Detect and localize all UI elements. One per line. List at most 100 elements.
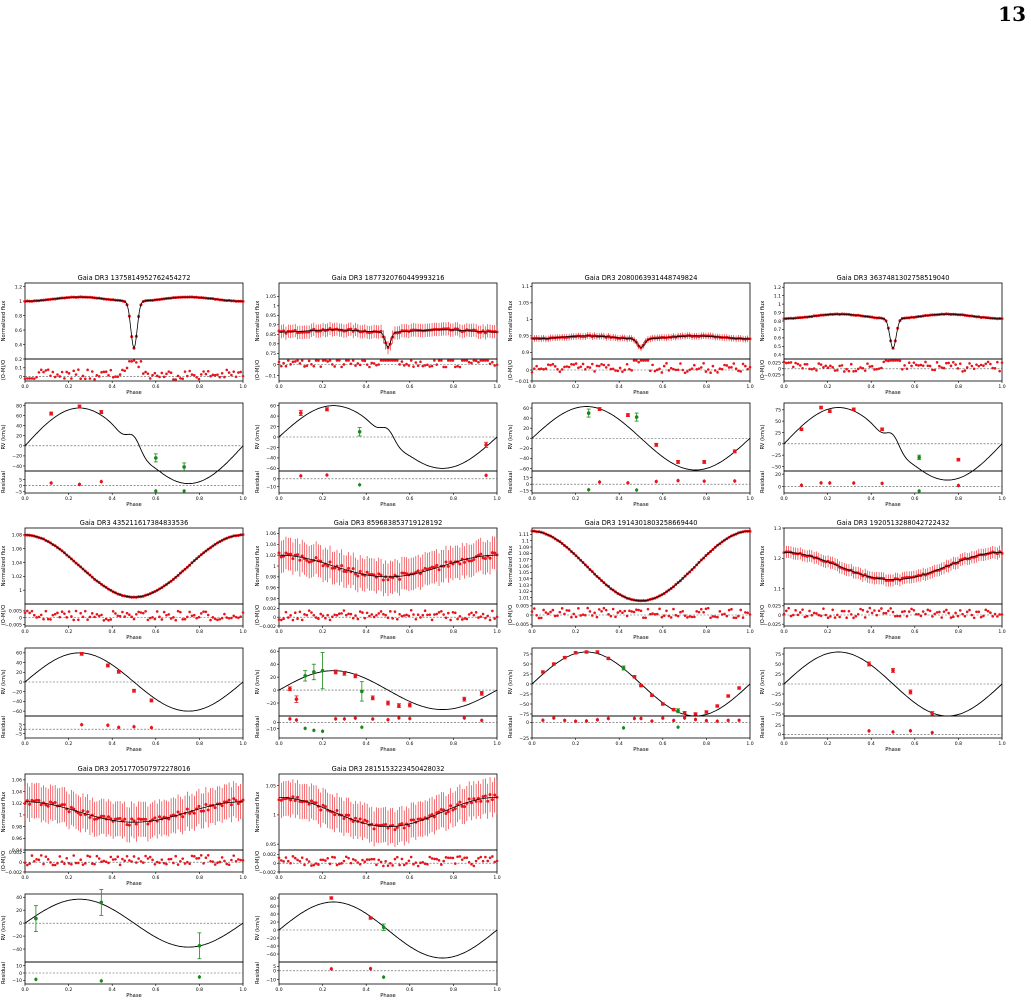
flux-residual-point: [289, 363, 292, 366]
y-tick-label: 0: [778, 732, 781, 738]
rv-xlabel: Phase: [633, 502, 649, 508]
flux-residual-point: [863, 369, 867, 372]
flux-residual-point: [1000, 361, 1004, 364]
y-tick-label: 1.02: [266, 553, 276, 559]
flux-point: [437, 568, 441, 572]
flux-point: [37, 799, 41, 803]
flux-residual-point: [32, 859, 36, 863]
flux-residual-point: [493, 617, 496, 620]
y-tick-label: 5: [19, 723, 22, 729]
flux-residual-point: [785, 609, 788, 613]
rv-residual-point: [99, 479, 103, 484]
flux-residual-point: [782, 360, 786, 364]
flux-residual-point: [42, 370, 45, 374]
flux-residual-point: [849, 362, 853, 366]
rv-residual-point: [676, 725, 680, 729]
flux-residual-point: [648, 612, 652, 616]
flux-residual-point: [72, 854, 76, 857]
flux-residual-point: [653, 613, 657, 616]
flux-residual-point: [412, 862, 415, 866]
flux-residual-point: [630, 369, 634, 372]
flux-residual-point: [549, 610, 552, 614]
flux-residual-point: [230, 373, 233, 377]
flux-point: [463, 805, 467, 809]
flux-residual-point: [35, 375, 38, 379]
y-tick-label: 40: [16, 660, 22, 666]
x-tick-label: 0.6: [406, 496, 413, 502]
light-curve-model: [784, 313, 1002, 350]
y-tick-label: 0: [526, 720, 529, 726]
rv-residual-point: [541, 718, 545, 722]
flux-residual-point: [870, 364, 874, 368]
flux-residual-point: [321, 359, 325, 362]
flux-residual-point: [968, 608, 971, 612]
x-tick-label: 1.0: [746, 629, 753, 635]
y-tick-label: 0: [526, 436, 529, 442]
flux-residual-point: [305, 364, 309, 367]
flux-residual-point: [493, 860, 496, 864]
flux-residual-point: [794, 609, 797, 612]
x-tick-label: 0.2: [65, 741, 72, 747]
light-curve-residual-axes: [278, 603, 498, 627]
flux-point: [488, 556, 492, 560]
flux-residual-point: [810, 613, 814, 617]
y-tick-label: −10: [266, 485, 276, 491]
y-tick-label: 0.2: [15, 357, 22, 363]
flux-residual-point: [314, 862, 318, 865]
flux-residual-point: [486, 614, 490, 618]
rv-point: [381, 925, 386, 929]
y-tick-label: 0.85: [266, 332, 276, 338]
flux-residual-point: [460, 858, 464, 861]
x-tick-label: 0.8: [196, 875, 203, 881]
flux-residual-point: [65, 370, 69, 374]
x-tick-label: 1.0: [239, 629, 246, 635]
light-curve-model: [279, 329, 497, 348]
flux-residual-point: [819, 614, 823, 618]
flux-residual-point: [847, 369, 851, 373]
light-curve-xlabel: Phase: [380, 390, 396, 396]
flux-residual-point: [437, 611, 441, 614]
flux-residual-point: [488, 362, 492, 366]
rv-residual-point: [639, 716, 643, 721]
rv-residual-point: [132, 725, 136, 729]
flux-residual-point: [451, 359, 455, 362]
y-tick-label: 1.1: [774, 293, 781, 299]
flux-residual-point: [723, 363, 726, 367]
y-tick-label: 0: [19, 444, 22, 450]
flux-residual-point: [815, 612, 818, 615]
flux-residual-point: [565, 609, 569, 612]
flux-residual-point: [817, 362, 821, 365]
x-tick-label: 1.0: [746, 741, 753, 747]
rv-point: [573, 651, 578, 655]
flux-residual-point: [155, 610, 159, 613]
flux-residual-point: [873, 368, 876, 371]
flux-residual-point: [628, 367, 631, 371]
flux-point: [289, 552, 293, 556]
rv-residual-point: [606, 716, 610, 721]
x-tick-label: 0.0: [780, 741, 787, 747]
light-curve-xlabel: Phase: [380, 881, 396, 887]
flux-residual-point: [284, 610, 288, 614]
flux-residual-point: [926, 608, 930, 612]
flux-residual-point: [965, 366, 969, 369]
y-tick-label: 0: [19, 483, 22, 489]
flux-point: [430, 565, 434, 569]
flux-point: [95, 817, 99, 821]
flux-residual-point: [996, 360, 999, 364]
flux-residual-point: [95, 373, 99, 377]
flux-residual-point: [232, 854, 236, 857]
flux-residual-point: [428, 365, 432, 368]
flux-residual-point: [128, 859, 131, 862]
y-tick-label: −0.002: [259, 870, 276, 876]
x-tick-label: 0.2: [319, 629, 326, 635]
flux-point: [132, 819, 136, 823]
flux-residual-point: [907, 361, 911, 365]
rv-point: [621, 666, 626, 670]
rv-ylabel: RV (km/s): [1, 669, 7, 694]
flux-residual-point: [746, 611, 749, 615]
y-tick-label: 0.4: [774, 353, 781, 359]
flux-residual-point: [393, 359, 397, 362]
y-tick-label: −40: [519, 456, 529, 462]
flux-point: [176, 810, 180, 814]
y-tick-label: 60: [16, 651, 22, 657]
